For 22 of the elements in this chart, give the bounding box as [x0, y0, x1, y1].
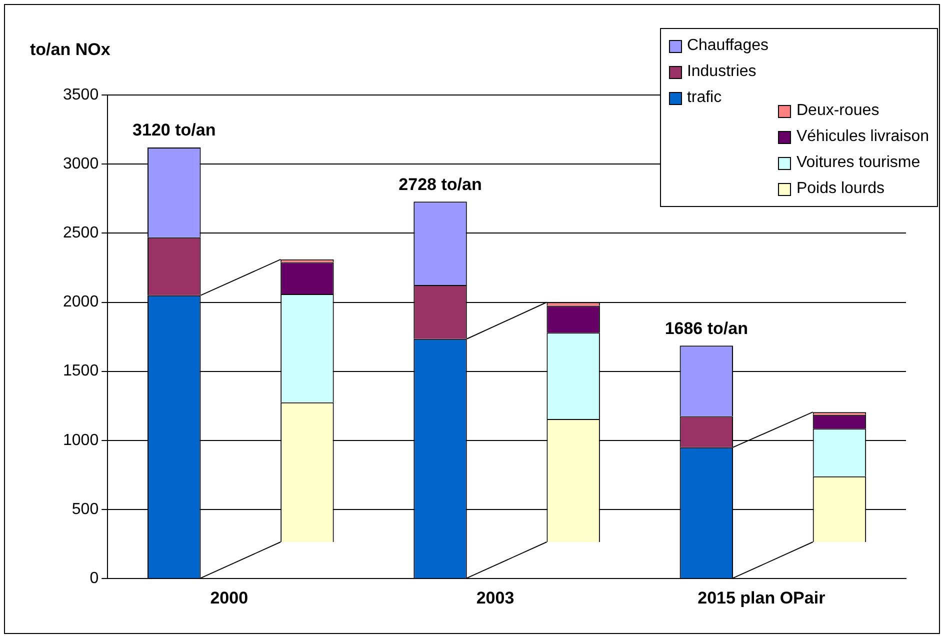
- legend-label: Industries: [686, 63, 756, 81]
- y-tick-label: 500: [72, 500, 99, 518]
- x-tick-label: 2000: [210, 588, 248, 608]
- y-tick-label: 1000: [63, 432, 99, 449]
- legend-label: Deux-roues: [796, 102, 880, 120]
- y-tick-label: 1500: [63, 362, 99, 380]
- y-tick-label: 2000: [63, 294, 99, 311]
- x-tick-label: 2003: [476, 588, 514, 608]
- y-tick-label: 3000: [63, 155, 99, 172]
- x-tick-label: 2015 plan OPair: [698, 588, 826, 608]
- legend-label: Voitures tourisme: [796, 154, 920, 172]
- legend-label: trafic: [686, 89, 722, 107]
- legend-label: Poids lourds: [796, 180, 885, 198]
- y-tick-label: 3500: [63, 86, 99, 104]
- y-tick-label: 2500: [63, 224, 99, 242]
- y-axis-title: to/an NOx: [30, 40, 110, 60]
- y-tick-label: 0: [90, 570, 99, 588]
- total-label: 2728 to/an: [398, 174, 482, 194]
- legend-label: Chauffages: [686, 37, 768, 55]
- total-label: 3120 to/an: [132, 120, 216, 140]
- legend-label: Véhicules livraison: [796, 128, 929, 146]
- total-label: 1686 to/an: [664, 318, 748, 338]
